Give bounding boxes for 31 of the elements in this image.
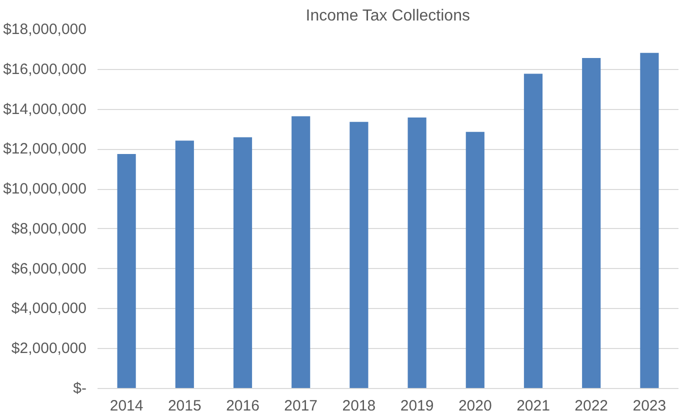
x-tick-label: 2020 bbox=[458, 398, 492, 413]
x-tick-label: 2017 bbox=[284, 398, 318, 413]
y-tick-label: $12,000,000 bbox=[3, 140, 87, 158]
y-tick-label: $8,000,000 bbox=[11, 220, 87, 238]
bar bbox=[524, 74, 543, 388]
y-tick-label: $10,000,000 bbox=[3, 180, 87, 198]
bar bbox=[117, 154, 136, 388]
x-tick-label: 2014 bbox=[110, 398, 144, 413]
bar bbox=[582, 58, 601, 388]
y-tick-label: $6,000,000 bbox=[11, 260, 87, 278]
y-tick-label: $4,000,000 bbox=[11, 300, 87, 318]
bar bbox=[233, 137, 252, 388]
bar bbox=[175, 140, 194, 388]
x-tick-label: 2015 bbox=[168, 398, 202, 413]
y-tick-label: $14,000,000 bbox=[3, 100, 87, 118]
bar bbox=[408, 117, 426, 388]
x-tick-label: 2022 bbox=[574, 398, 608, 413]
bar bbox=[350, 122, 368, 388]
bar bbox=[466, 132, 484, 388]
x-tick-label: 2016 bbox=[226, 398, 260, 413]
x-tick-label: 2021 bbox=[516, 398, 550, 413]
x-tick-label: 2023 bbox=[632, 398, 666, 413]
y-tick-label: $2,000,000 bbox=[11, 340, 87, 358]
bar bbox=[292, 116, 310, 388]
y-tick-label: $- bbox=[73, 380, 87, 397]
x-tick-label: 2018 bbox=[342, 398, 376, 413]
bar bbox=[640, 52, 659, 388]
y-tick-label: $16,000,000 bbox=[3, 60, 87, 78]
x-tick-label: 2019 bbox=[400, 398, 434, 413]
y-tick-label: $18,000,000 bbox=[3, 21, 87, 38]
chart-title: Income Tax Collections bbox=[306, 8, 470, 24]
